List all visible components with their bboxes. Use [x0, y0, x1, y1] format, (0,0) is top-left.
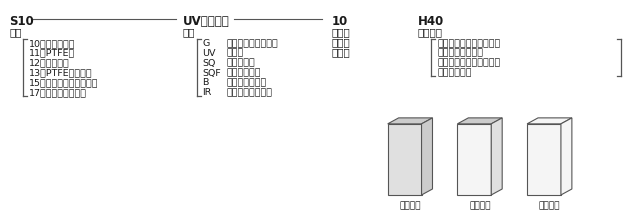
Text: IR: IR — [202, 88, 212, 97]
Text: せてください: せてください — [437, 69, 472, 78]
Text: ：合成石英: ：合成石英 — [226, 59, 255, 68]
Text: ：石英: ：石英 — [226, 49, 243, 58]
Polygon shape — [457, 124, 491, 195]
Text: 特別な指示がある場合に: 特別な指示がある場合に — [437, 39, 501, 48]
Text: 10: 10 — [332, 15, 348, 28]
Text: 13：PTFEキャップ: 13：PTFEキャップ — [29, 69, 93, 78]
Text: G: G — [202, 39, 210, 48]
Text: UV: UV — [202, 49, 216, 58]
Polygon shape — [491, 118, 502, 195]
Text: 15：スクリューキャップ: 15：スクリューキャップ — [29, 78, 99, 87]
Polygon shape — [561, 118, 572, 195]
Text: 型式: 型式 — [10, 27, 22, 37]
Text: SQ: SQ — [202, 59, 216, 68]
Text: SQF: SQF — [202, 69, 221, 78]
Text: 12：ガラス栓: 12：ガラス栓 — [29, 59, 70, 68]
Text: UV（石英）: UV（石英） — [183, 15, 230, 28]
Text: B: B — [202, 78, 209, 87]
Text: 記入してください: 記入してください — [437, 49, 484, 58]
Polygon shape — [457, 118, 502, 124]
Text: ：ブラック石英: ：ブラック石英 — [226, 78, 267, 87]
Text: 光路長: 光路長 — [332, 27, 351, 37]
Text: 四面透明: 四面透明 — [469, 201, 491, 210]
Polygon shape — [387, 124, 422, 195]
Polygon shape — [422, 118, 432, 195]
Polygon shape — [527, 124, 561, 195]
Polygon shape — [387, 118, 432, 124]
Text: 全面透明: 全面透明 — [539, 201, 560, 210]
Text: 光路径: 光路径 — [332, 47, 351, 57]
Text: 11：PTFE栓: 11：PTFE栓 — [29, 49, 75, 58]
Text: 17：ガラスキャップ: 17：ガラスキャップ — [29, 88, 87, 97]
Text: 光路幅: 光路幅 — [332, 37, 351, 47]
Text: 価格については問い合わ: 価格については問い合わ — [437, 59, 501, 68]
Text: H40: H40 — [418, 15, 444, 28]
Text: ：無蛍光石英: ：無蛍光石英 — [226, 69, 261, 78]
Text: ：ホウケイ酸ガラス: ：ホウケイ酸ガラス — [226, 39, 278, 48]
Text: 10：標準タイプ: 10：標準タイプ — [29, 39, 76, 48]
Text: ：赤外用合成石英: ：赤外用合成石英 — [226, 88, 273, 97]
Text: S10: S10 — [10, 15, 34, 28]
Text: 二面透明: 二面透明 — [399, 201, 421, 210]
Polygon shape — [527, 118, 572, 124]
Text: 材質: 材質 — [183, 27, 195, 37]
Text: 指示事項: 指示事項 — [418, 27, 443, 37]
